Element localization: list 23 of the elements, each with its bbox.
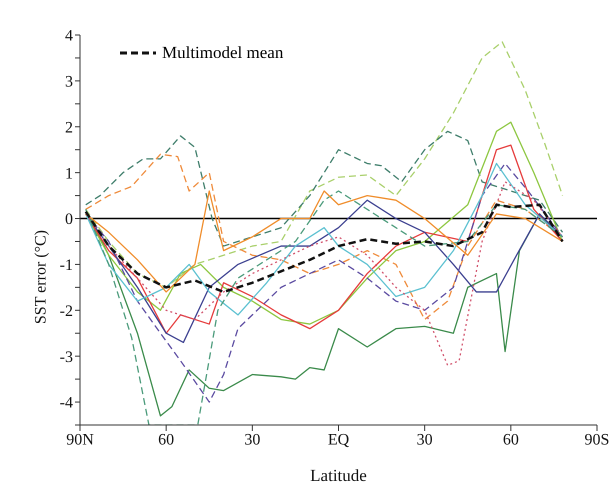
y-axis-title: SST error (°C) — [32, 230, 50, 324]
y-tick-label: 0 — [65, 211, 73, 228]
line-series — [85, 41, 564, 288]
line-series — [85, 162, 564, 403]
x-tick-label: 60 — [502, 431, 519, 448]
y-tick-label: -1 — [60, 257, 73, 274]
x-tick-label: 30 — [416, 431, 433, 448]
line-series — [85, 130, 564, 247]
y-tick-label: 4 — [65, 28, 73, 45]
x-tick-label: EQ — [328, 431, 350, 448]
line-series — [85, 181, 564, 366]
y-tick-label: -2 — [60, 302, 73, 320]
x-tick-label: 90S — [584, 431, 610, 448]
legend-label: Multimodel mean — [162, 43, 284, 63]
y-tick-label: 3 — [65, 74, 73, 91]
y-tick-label: -3 — [60, 348, 73, 366]
x-tick-label: 30 — [244, 431, 260, 448]
y-tick-label: 1 — [65, 165, 73, 182]
x-tick-label: 60 — [158, 431, 174, 448]
x-tick-label: 90N — [66, 431, 94, 448]
x-axis-title: Latitude — [310, 466, 367, 485]
y-tick-label: 2 — [65, 119, 73, 136]
y-tick-label: -4 — [60, 394, 73, 412]
